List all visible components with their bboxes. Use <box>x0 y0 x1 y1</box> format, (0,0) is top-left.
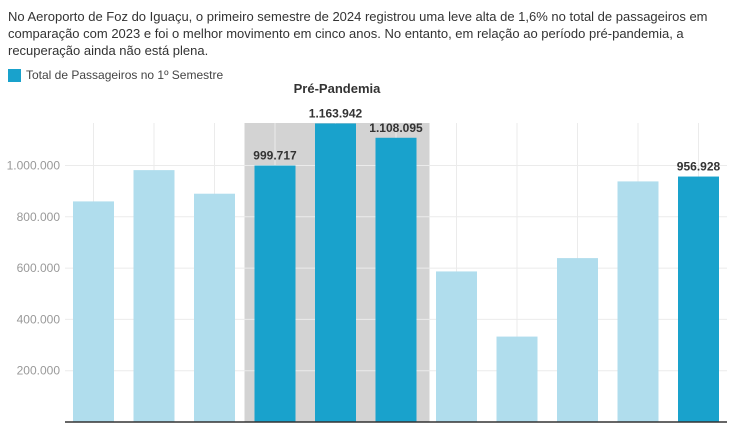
bar <box>496 336 538 422</box>
chart-description: No Aeroporto de Foz do Iguaçu, o primeir… <box>8 9 708 58</box>
y-tick-label: 200.000 <box>17 364 61 378</box>
bar <box>557 258 598 422</box>
y-tick-label: 800.000 <box>17 210 61 224</box>
legend: Total de Passageiros no 1º Semestre <box>8 68 223 82</box>
bar <box>133 170 175 422</box>
data-label: 1.108.095 <box>369 121 423 135</box>
y-tick-label: 1.000.000 <box>7 159 61 173</box>
bar <box>254 165 296 423</box>
bar <box>617 181 659 422</box>
bar <box>194 193 235 422</box>
data-label: 1.163.942 <box>309 106 363 120</box>
bar <box>375 137 417 423</box>
band-annotation: Pré-Pandemia <box>294 81 381 96</box>
y-tick-label: 600.000 <box>17 261 61 275</box>
legend-label: Total de Passageiros no 1º Semestre <box>26 68 224 82</box>
bar <box>678 176 719 422</box>
bar <box>436 271 477 422</box>
data-label: 956.928 <box>677 160 721 174</box>
bar <box>315 123 356 422</box>
bar <box>73 201 114 422</box>
legend-swatch <box>8 68 21 82</box>
data-label: 999.717 <box>253 149 297 163</box>
y-tick-label: 400.000 <box>17 312 61 326</box>
